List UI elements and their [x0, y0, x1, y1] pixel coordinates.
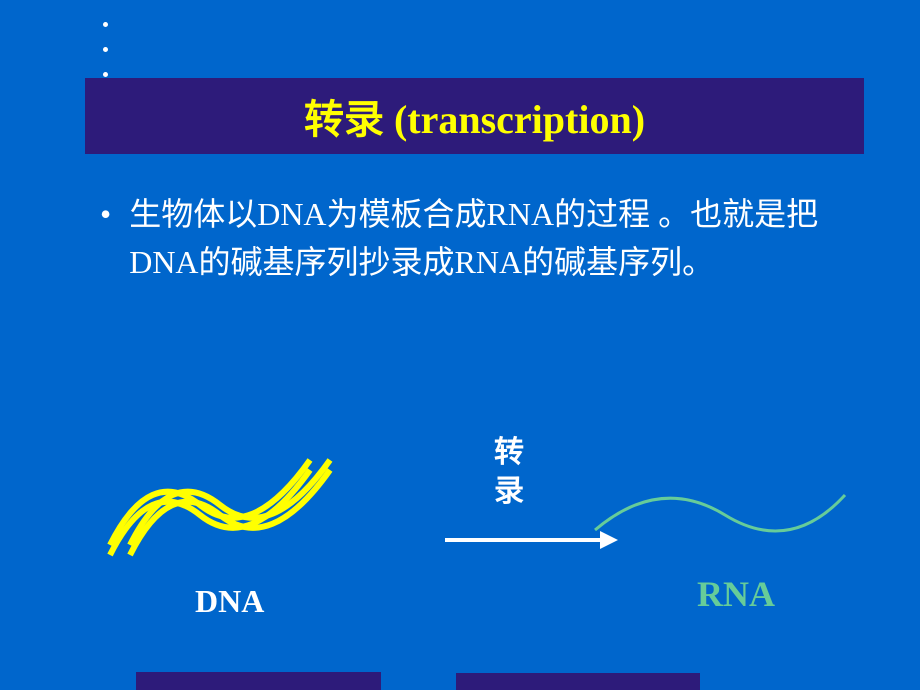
transcription-diagram: 转 录 DNA RNA	[70, 425, 850, 625]
footer-accent-bar	[136, 672, 381, 690]
footer-accent-bar	[456, 673, 700, 690]
arrow-label-line1: 转	[494, 436, 524, 469]
dot-icon	[103, 47, 108, 52]
body-content: 生物体以DNA为模板合成RNA的过程 。也就是把DNA的碱基序列抄录成RNA的碱…	[129, 190, 849, 286]
dna-label: DNA	[195, 583, 264, 620]
arrow-label: 转 录	[494, 433, 524, 511]
slide-title: 转录 (transcription)	[304, 87, 645, 145]
arrow-label-line2: 录	[494, 475, 524, 508]
rna-single-strand-icon	[590, 480, 850, 550]
dna-double-helix-icon	[100, 435, 360, 565]
title-bar: 转录 (transcription)	[85, 78, 864, 154]
body-text-area: • 生物体以DNA为模板合成RNA的过程 。也就是把DNA的碱基序列抄录成RNA的…	[100, 190, 860, 286]
rna-label: RNA	[697, 573, 775, 615]
bullet-icon: •	[100, 190, 111, 238]
dot-icon	[103, 22, 108, 27]
dot-icon	[103, 72, 108, 77]
